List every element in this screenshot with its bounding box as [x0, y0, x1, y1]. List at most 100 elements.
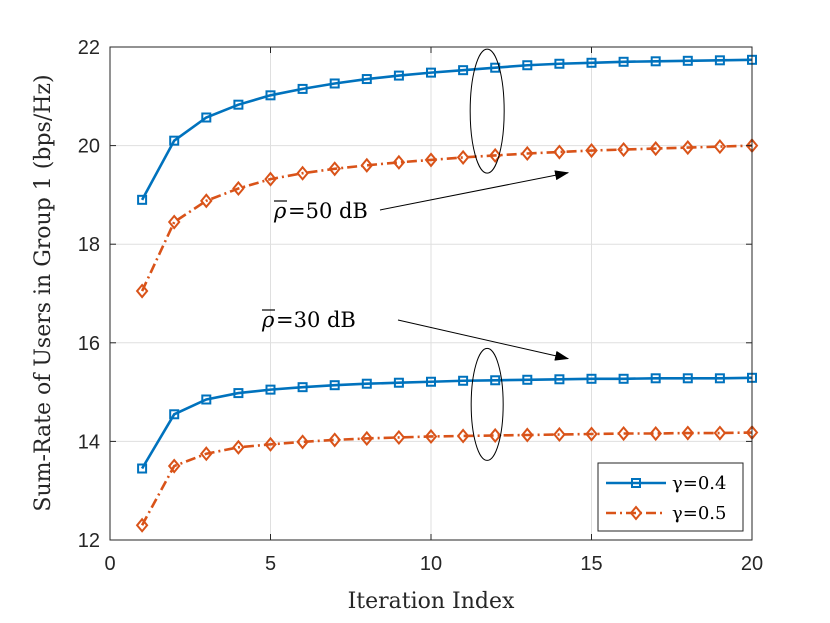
data-point: [586, 373, 597, 384]
data-point: [233, 99, 244, 110]
annotation-ellipse-30db: [470, 347, 504, 461]
data-point: [135, 517, 149, 533]
series-1: [135, 138, 759, 299]
data-point: [617, 141, 630, 158]
data-point: [137, 194, 148, 205]
data-point: [713, 425, 727, 441]
data-point: [392, 154, 406, 170]
data-point: [232, 439, 245, 455]
data-point: [682, 55, 693, 66]
data-point: [296, 434, 309, 450]
data-point: [553, 144, 566, 160]
data-point: [393, 377, 404, 388]
y-tick-label: 14: [78, 431, 100, 453]
data-point: [199, 193, 213, 209]
data-point: [553, 426, 566, 443]
data-point: [554, 374, 565, 385]
data-point: [328, 432, 342, 448]
data-point: [264, 436, 277, 452]
data-point: [232, 180, 245, 197]
data-point: [618, 373, 629, 384]
annotation-arrow-30db: [397, 319, 570, 361]
data-point: [650, 56, 661, 67]
data-point: [264, 171, 277, 187]
data-point: [296, 165, 309, 181]
legend-item-0: γ=0.4: [606, 473, 726, 494]
data-point: [554, 58, 565, 69]
data-point: [361, 378, 372, 389]
data-point: [424, 428, 438, 445]
legend-label: γ=0.4: [672, 473, 726, 494]
data-point: [426, 376, 436, 387]
series-2: [137, 372, 757, 474]
data-point: [458, 65, 469, 76]
x-tick-label: 5: [265, 553, 276, 575]
data-point: [328, 161, 342, 177]
data-point: [522, 374, 533, 385]
x-tick-label: 0: [104, 553, 115, 575]
data-point: [360, 430, 374, 447]
legend-item-1: γ=0.5: [606, 503, 726, 524]
data-point: [585, 142, 598, 159]
y-tick-label: 20: [78, 136, 100, 158]
data-point: [713, 139, 727, 155]
data-point: [233, 388, 244, 399]
series-0: [137, 54, 757, 205]
data-point: [490, 375, 501, 386]
legend-box: [597, 462, 744, 532]
data-point: [424, 152, 438, 168]
data-point: [297, 382, 308, 393]
series-line: [140, 376, 753, 470]
data-point: [137, 463, 148, 474]
data-point: [169, 135, 180, 146]
data-point: [392, 429, 406, 446]
data-point: [682, 373, 693, 384]
data-point: [329, 78, 340, 89]
x-axis-label: Iteration Index: [348, 589, 515, 614]
y-tick-label: 16: [78, 333, 100, 355]
data-point: [167, 458, 181, 474]
data-point: [426, 67, 436, 78]
annotation-arrow-50db: [379, 170, 570, 211]
data-point: [649, 425, 663, 442]
x-tick-label: 15: [580, 553, 602, 575]
data-point: [456, 149, 470, 165]
data-point: [714, 373, 725, 384]
data-point: [265, 90, 276, 101]
data-point: [201, 394, 212, 405]
data-point: [681, 140, 695, 156]
data-point: [714, 55, 725, 66]
x-tick-label: 10: [420, 553, 442, 575]
data-point: [265, 384, 276, 395]
data-point: [297, 83, 308, 94]
data-point: [169, 409, 180, 420]
tick-labels: 0 5 10 15 20 12 14 16 18 20 22: [78, 37, 763, 575]
legend-marker: [629, 505, 643, 521]
data-point: [617, 425, 630, 442]
y-tick-label: 18: [78, 234, 100, 256]
data-point: [520, 427, 534, 443]
series-line: [140, 58, 753, 201]
annotations-group: ρ =50 dB ρ =30 dB: [261, 48, 570, 461]
data-point: [650, 373, 661, 384]
data-point: [681, 425, 695, 441]
data-point: [361, 74, 372, 85]
series-3: [135, 424, 759, 533]
data-point: [488, 427, 502, 444]
data-point: [586, 57, 597, 68]
data-point: [458, 375, 469, 386]
annotation-label-1: ρ =30 dB: [261, 308, 356, 332]
data-point: [522, 60, 533, 71]
y-axis-label: Sum-Rate of Users in Group 1 (bps/Hz): [31, 74, 56, 511]
y-tick-label: 22: [78, 37, 100, 59]
data-point: [167, 214, 181, 230]
annotation-label-0: ρ =50 dB: [273, 199, 368, 223]
data-point: [329, 380, 340, 391]
data-point: [488, 147, 502, 164]
data-point: [520, 145, 534, 162]
data-point: [201, 112, 212, 123]
legend-label: γ=0.5: [672, 503, 726, 524]
data-point: [393, 70, 404, 81]
x-tick-label: 20: [741, 553, 763, 575]
